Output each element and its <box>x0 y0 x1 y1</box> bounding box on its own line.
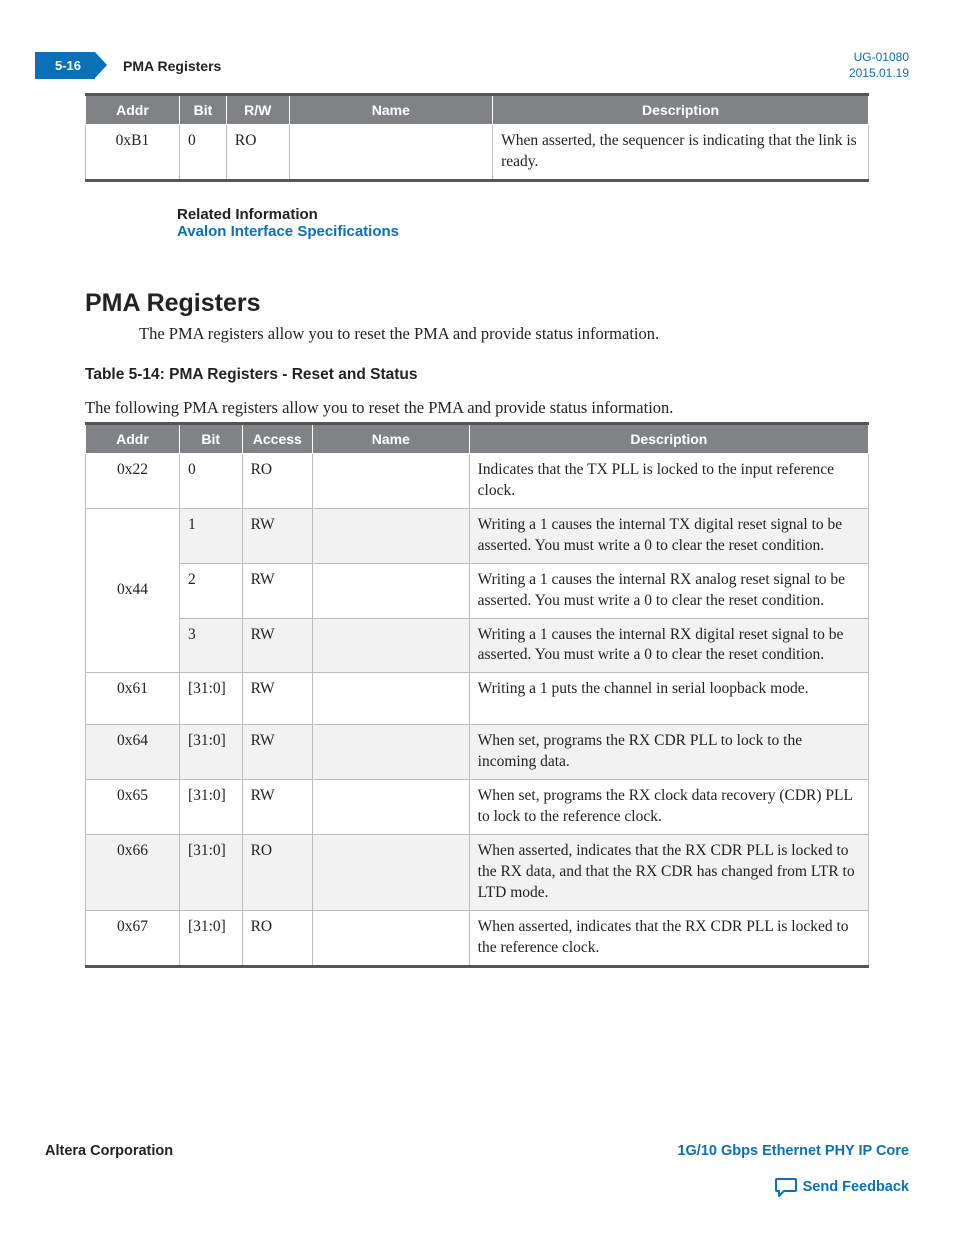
table-row: 0x64[31:0]RW When set, programs the RX CD… <box>86 725 869 780</box>
page-header: 5-16 PMA Registers UG-01080 2015.01.19 <box>45 50 909 81</box>
pma-registers-table: AddrBitAccessNameDescription 0x220ROIndi… <box>85 422 869 968</box>
related-label: Related Information <box>177 206 869 223</box>
table-row: 0x67[31:0]RO When asserted, indicates tha… <box>86 910 869 966</box>
table-caption: Table 5-14: PMA Registers - Reset and St… <box>85 366 869 384</box>
page-number-badge: 5-16 <box>35 52 95 79</box>
table-row: AddrBitR/WNameDescription <box>86 95 869 125</box>
cell-name <box>313 725 470 780</box>
table-row: 0x66[31:0]RO When asserted, indicates tha… <box>86 835 869 911</box>
col-header-rw: R/W <box>226 95 289 125</box>
cell-access: RO <box>242 835 312 911</box>
cell-name <box>313 508 470 563</box>
col-header-addr: Addr <box>86 424 180 454</box>
cell-desc: When set, programs the RX CDR PLL to loc… <box>469 725 868 780</box>
section-intro: The PMA registers allow you to reset the… <box>139 324 869 344</box>
section-heading: PMA Registers <box>85 289 869 318</box>
col-header-bit: Bit <box>179 424 242 454</box>
footer-corp: Altera Corporation <box>45 1143 173 1159</box>
page-footer: Altera Corporation 1G/10 Gbps Ethernet P… <box>45 1143 909 1197</box>
cell-desc: Writing a 1 causes the internal RX digit… <box>469 618 868 673</box>
cell-desc: Indicates that the TX PLL is locked to t… <box>469 454 868 509</box>
cell-name <box>313 673 470 725</box>
cell-name <box>289 125 493 181</box>
cell-addr: 0x44 <box>86 508 180 673</box>
cell-name <box>313 563 470 618</box>
col-header-desc: Description <box>469 424 868 454</box>
table-row: AddrBitAccessNameDescription <box>86 424 869 454</box>
cell-access: RW <box>242 563 312 618</box>
feedback-label: Send Feedback <box>803 1179 909 1195</box>
cell-rw: RO <box>226 125 289 181</box>
cell-bit: 2 <box>179 563 242 618</box>
footer-product: 1G/10 Gbps Ethernet PHY IP Core <box>677 1143 909 1159</box>
send-feedback-link[interactable]: Send Feedback <box>775 1179 909 1195</box>
cell-access: RW <box>242 618 312 673</box>
doc-id: UG-01080 <box>849 50 909 66</box>
cell-name <box>313 618 470 673</box>
cell-bit: 3 <box>179 618 242 673</box>
cell-bit: [31:0] <box>179 725 242 780</box>
col-header-access: Access <box>242 424 312 454</box>
table-row: 2RW Writing a 1 causes the internal RX an… <box>86 563 869 618</box>
table-row: 0x441RWWriting a 1 causes the internal T… <box>86 508 869 563</box>
header-section-title: PMA Registers <box>123 58 221 74</box>
cell-access: RW <box>242 780 312 835</box>
cell-access: RW <box>242 673 312 725</box>
table-row: 0xB10RO When asserted, the sequencer is i… <box>86 125 869 181</box>
cell-bit: [31:0] <box>179 835 242 911</box>
register-table-top: AddrBitR/WNameDescription 0xB10RO When as… <box>85 93 869 182</box>
cell-name <box>313 910 470 966</box>
cell-name <box>313 454 470 509</box>
table-row: 0x65[31:0]RW When set, programs the RX cl… <box>86 780 869 835</box>
cell-addr: 0x61 <box>86 673 180 725</box>
cell-desc: Writing a 1 causes the internal RX analo… <box>469 563 868 618</box>
cell-access: RO <box>242 910 312 966</box>
cell-bit: [31:0] <box>179 910 242 966</box>
header-left: 5-16 PMA Registers <box>45 52 221 79</box>
cell-desc: When asserted, indicates that the RX CDR… <box>469 835 868 911</box>
cell-addr: 0x22 <box>86 454 180 509</box>
col-header-desc: Description <box>493 95 869 125</box>
related-link[interactable]: Avalon Interface Specifications <box>177 223 399 240</box>
cell-addr: 0x66 <box>86 835 180 911</box>
cell-desc: When asserted, the sequencer is indicati… <box>493 125 869 181</box>
cell-access: RW <box>242 725 312 780</box>
cell-addr: 0x64 <box>86 725 180 780</box>
cell-addr: 0xB1 <box>86 125 180 181</box>
table-row: 3RW Writing a 1 causes the internal RX di… <box>86 618 869 673</box>
cell-access: RW <box>242 508 312 563</box>
col-header-name: Name <box>313 424 470 454</box>
cell-bit: 0 <box>179 454 242 509</box>
cell-name <box>313 835 470 911</box>
cell-desc: When asserted, indicates that the RX CDR… <box>469 910 868 966</box>
cell-bit: [31:0] <box>179 780 242 835</box>
cell-desc: Writing a 1 causes the internal TX digit… <box>469 508 868 563</box>
table-row: 0x61[31:0]RW Writing a 1 puts the channel… <box>86 673 869 725</box>
col-header-name: Name <box>289 95 493 125</box>
cell-access: RO <box>242 454 312 509</box>
col-header-addr: Addr <box>86 95 180 125</box>
feedback-icon <box>775 1177 797 1197</box>
related-information: Related Information Avalon Interface Spe… <box>177 206 869 241</box>
cell-addr: 0x67 <box>86 910 180 966</box>
col-header-bit: Bit <box>179 95 226 125</box>
table-description: The following PMA registers allow you to… <box>85 398 869 418</box>
doc-date: 2015.01.19 <box>849 66 909 82</box>
cell-desc: Writing a 1 puts the channel in serial l… <box>469 673 868 725</box>
header-right: UG-01080 2015.01.19 <box>849 50 909 81</box>
cell-addr: 0x65 <box>86 780 180 835</box>
table-row: 0x220RO Indicates that the TX PLL is lock… <box>86 454 869 509</box>
cell-bit: [31:0] <box>179 673 242 725</box>
cell-desc: When set, programs the RX clock data rec… <box>469 780 868 835</box>
cell-bit: 1 <box>179 508 242 563</box>
cell-bit: 0 <box>179 125 226 181</box>
cell-name <box>313 780 470 835</box>
